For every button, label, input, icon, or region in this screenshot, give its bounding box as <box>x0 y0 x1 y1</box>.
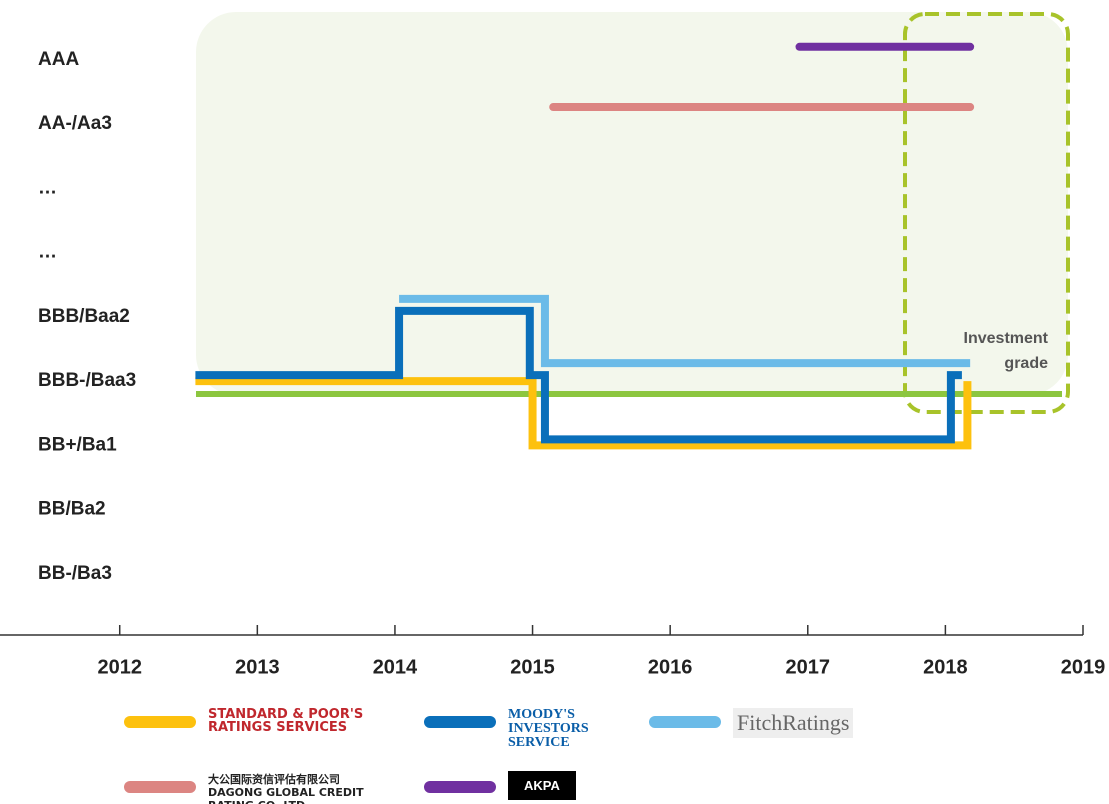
y-tick-label: BB+/Ba1 <box>38 434 117 455</box>
y-tick-label: BBB/Baa2 <box>38 306 130 327</box>
y-tick-label: AAA <box>38 49 79 70</box>
rating-line <box>195 377 972 450</box>
rating-line <box>195 306 962 444</box>
x-tick-label: 2017 <box>786 656 831 678</box>
annotation: Investment grade <box>963 330 1048 372</box>
legend-label: 大公国际资信评估有限公司 DAGONG GLOBAL CREDIT RATING… <box>208 773 364 804</box>
legend-label: FitchRatings <box>733 708 854 738</box>
y-tick-label: BB-/Ba3 <box>38 563 112 584</box>
legend-label: MOODY'S INVESTORS SERVICE <box>508 707 589 750</box>
x-tick-label: 2014 <box>373 656 418 678</box>
x-tick-label: 2018 <box>923 656 968 678</box>
legend-label: STANDARD & POOR'S RATINGS SERVICES <box>208 707 364 735</box>
y-tick-label: BBB-/Baa3 <box>38 370 136 391</box>
x-tick-label: 2016 <box>648 656 693 678</box>
y-tick-label: … <box>38 177 57 198</box>
y-tick-label: BB/Ba2 <box>38 499 106 520</box>
y-tick-label: … <box>38 242 57 263</box>
x-tick-label: 2015 <box>510 656 555 678</box>
x-tick-label: 2019 <box>1061 656 1106 678</box>
x-tick-label: 2013 <box>235 656 280 678</box>
y-tick-label: AA-/Aa3 <box>38 113 112 134</box>
legend-label: AKPA <box>508 771 576 800</box>
x-tick-label: 2012 <box>97 656 142 678</box>
rating-line <box>399 294 971 368</box>
